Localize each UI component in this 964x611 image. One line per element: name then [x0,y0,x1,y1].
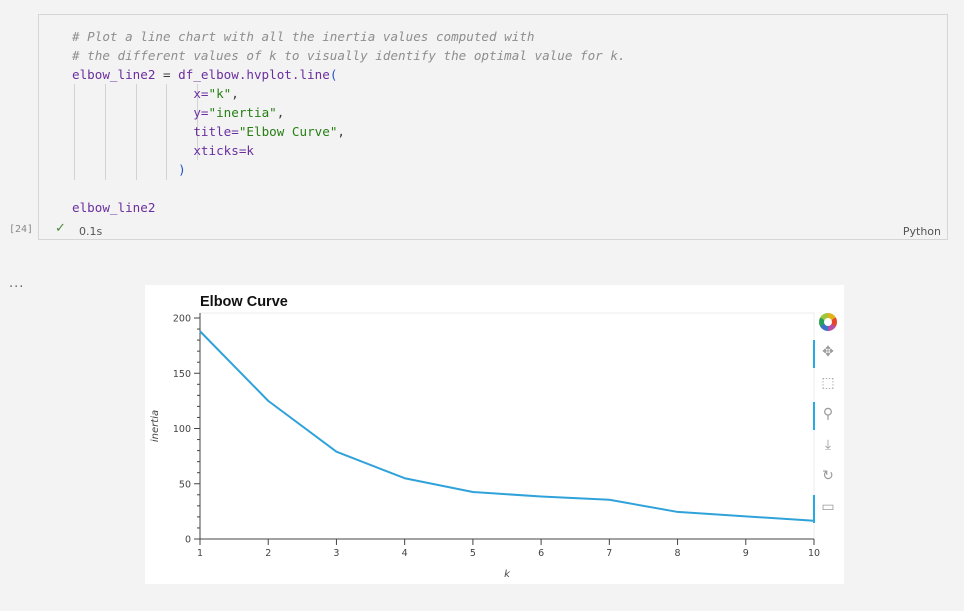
y-tick-label: 200 [173,314,191,325]
code-token: ( [329,67,338,82]
x-axis-label: k [504,569,511,580]
indent-guide [197,84,198,160]
x-tick-label: 10 [808,548,820,559]
execution-time: 0.1s [79,225,103,238]
code-cell[interactable]: # Plot a line chart with all the inertia… [38,14,948,240]
code-token: , [231,86,239,101]
indent-guide [136,84,137,180]
x-tick-label: 8 [675,548,681,559]
code-token: "Elbow Curve" [238,124,338,139]
indent-guide [105,84,106,180]
code-token: xticks=k [193,143,254,158]
y-tick-label: 150 [173,369,191,380]
x-tick-label: 4 [402,548,408,559]
code-token: elbow_line2 [72,67,156,82]
x-tick-label: 7 [606,548,612,559]
x-tick-label: 3 [333,548,339,559]
check-icon: ✓ [55,221,66,236]
y-axis-label: inertia [150,410,161,442]
code-token: x= [193,86,209,101]
code-token: , [337,124,345,139]
x-tick-label: 1 [197,548,203,559]
code-token: ) [178,162,186,177]
language-selector[interactable]: Python [902,225,941,238]
pan-icon[interactable]: ✥ [813,340,840,368]
y-tick-label: 100 [173,424,191,435]
code-token: "inertia" [208,105,277,120]
indent-guide [74,84,75,180]
output-menu-icon[interactable]: ... [9,276,25,291]
reset-icon[interactable]: ↻ [822,468,834,484]
code-token: y= [193,105,209,120]
series-line [199,330,815,522]
plot-toolbar: ✥ ⬚ ⚲ ⤓ ↻ ▭ [813,311,843,551]
box-zoom-icon[interactable]: ⬚ [821,375,835,391]
code-token: , [276,105,285,120]
y-tick-label: 50 [179,479,191,490]
plot-frame [199,312,815,540]
indent-guide [166,84,167,180]
x-tick-label: 5 [470,548,476,559]
code-token: = [155,67,179,82]
wheel-zoom-icon[interactable]: ⚲ [813,402,840,430]
x-tick-label: 9 [743,548,749,559]
execution-count: [24] [9,224,34,235]
code-token: "k" [208,86,232,101]
code-token: elbow_line2 [72,200,156,215]
save-icon[interactable]: ⤓ [824,437,832,453]
plot-output[interactable]: Elbow Curve 0 50 100 150 200 1 2 3 4 5 6 7 8 9 10 iner… [145,285,844,584]
bokeh-logo-icon[interactable] [819,313,837,331]
code-comment: # Plot a line chart with all the inertia… [72,29,535,44]
x-tick-label: 2 [265,548,271,559]
chart[interactable]: Elbow Curve 0 50 100 150 200 1 2 3 4 5 6 7 8 9 10 iner… [145,285,844,584]
code-token: df_elbow.hvplot.line [178,67,330,82]
code-editor[interactable]: # Plot a line chart with all the inertia… [72,27,626,217]
chart-title: Elbow Curve [200,294,288,310]
y-tick-label: 0 [185,535,191,546]
hover-icon[interactable]: ▭ [813,495,840,523]
code-token: title= [193,124,239,139]
code-comment: # the different values of k to visually … [72,48,626,63]
x-tick-label: 6 [538,548,544,559]
